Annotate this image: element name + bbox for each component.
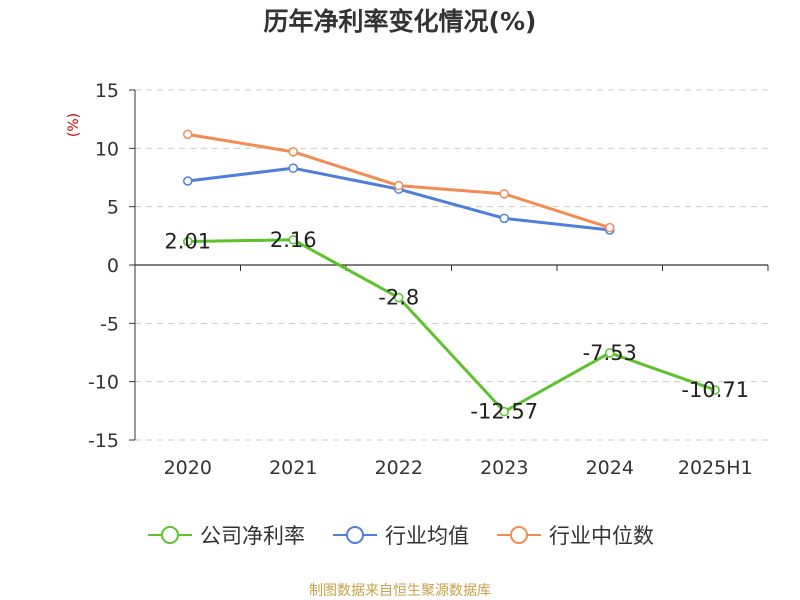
data-point[interactable] [394, 180, 404, 191]
y-tick-label: 0 [107, 255, 119, 277]
data-point[interactable] [183, 176, 193, 186]
legend-item-company-net-margin[interactable]: 公司净利率 [146, 520, 305, 550]
y-tick-label: 15 [95, 80, 119, 102]
axes: 15 10 5 0 -5 -10 -15 2020 2021 2022 2023 2024 2025H1 [88, 80, 769, 479]
data-point[interactable] [605, 222, 615, 233]
line-circle-icon [148, 526, 192, 544]
y-tick-label: 5 [107, 197, 119, 219]
data-point[interactable] [183, 236, 193, 247]
y-tick-label: 10 [95, 138, 119, 160]
legend: 公司净利率 行业均值 行业中位数 [0, 520, 800, 550]
x-tick-label: 2021 [269, 457, 317, 479]
line-circle-icon [497, 526, 541, 544]
source-note: 制图数据来自恒生聚源数据库 [309, 583, 491, 599]
data-label: -10.71 [681, 378, 749, 402]
line-circle-icon [333, 526, 377, 544]
legend-label: 公司净利率 [200, 524, 305, 548]
legend-label: 行业中位数 [549, 524, 654, 548]
data-point[interactable] [288, 163, 298, 173]
data-point[interactable] [288, 235, 298, 245]
y-tick-label: -10 [88, 372, 119, 394]
x-tick-label: 2024 [586, 457, 634, 479]
x-tick-label: 2022 [375, 457, 423, 479]
y-axis-label: (%) [66, 113, 82, 137]
data-point[interactable] [288, 147, 298, 157]
series-line [187, 238, 716, 414]
data-label: -12.57 [470, 400, 538, 424]
data-point[interactable] [499, 213, 509, 224]
data-point[interactable] [499, 189, 509, 199]
data-label: 2.16 [270, 228, 317, 252]
data-point[interactable] [605, 348, 615, 358]
y-tick-label: -15 [88, 430, 119, 452]
data-label: 2.01 [164, 230, 211, 254]
data-labels: 2.01 2.16 -2.8 -12.57 -7.53 -10.71 [164, 228, 749, 424]
legend-item-industry-mean[interactable]: 行业均值 [331, 520, 469, 550]
y-tick-label: -5 [100, 313, 119, 335]
legend-item-industry-median[interactable]: 行业中位数 [495, 520, 654, 550]
data-point[interactable] [499, 406, 509, 417]
x-tick-label: 2025H1 [678, 457, 753, 479]
data-label: -2.8 [378, 286, 419, 310]
series-line [187, 166, 610, 232]
data-point[interactable] [710, 385, 720, 395]
data-point[interactable] [394, 292, 404, 303]
series-lines [183, 129, 720, 417]
data-point[interactable] [183, 129, 193, 140]
legend-label: 行业均值 [385, 524, 469, 548]
data-label: -7.53 [583, 341, 637, 365]
chart-title: 历年净利率变化情况(%) [263, 7, 537, 36]
x-tick-label: 2020 [164, 457, 212, 479]
x-tick-label: 2023 [480, 457, 528, 479]
